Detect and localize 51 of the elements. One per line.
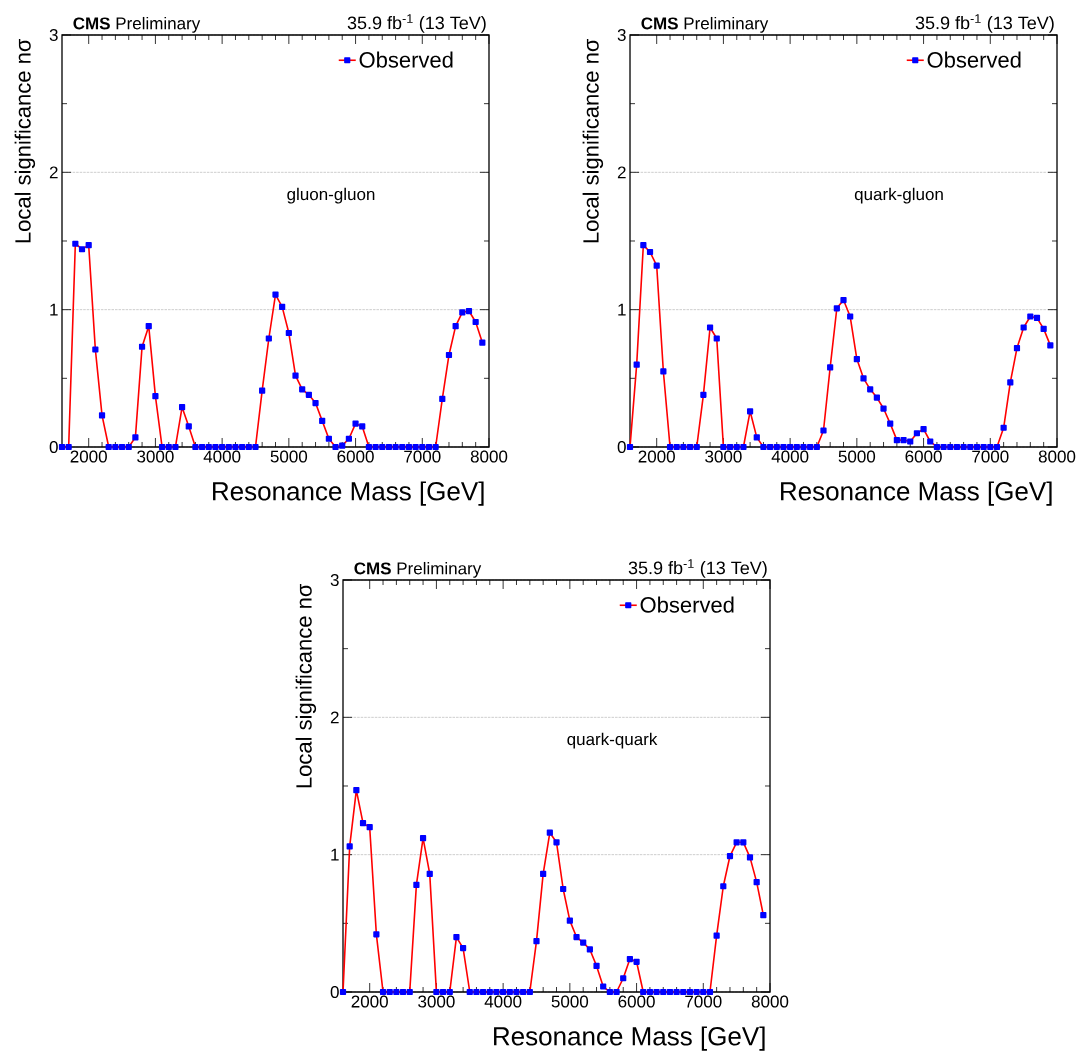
x-tick-label: 6000 [337,450,374,463]
y-tick-label: 0 [49,440,58,454]
y-axis-title: Local significance nσ [295,583,317,788]
x-tick-label: 5000 [551,995,589,1008]
x-tick-label: 5000 [838,450,876,463]
chart-subtitle: 35.9 fb$^{-1}$ (13 TeV) [628,559,767,578]
legend-label: Observed [640,596,734,613]
chart-subtitle: 35.9 fb$^{-1}$ (13 TeV) [347,14,486,33]
annotation: quark-gluon [854,187,943,204]
legend-label: Observed [927,51,1021,68]
y-tick-label: 0 [617,440,626,454]
x-tick-label: 3000 [137,450,174,463]
x-axis-title: Resonance Mass [GeV] [213,481,484,506]
y-axis-title: Local significance nσ [582,38,604,243]
x-tick-label: 8000 [470,450,508,463]
y-tick-label: 1 [331,848,339,861]
x-tick-label: 4000 [484,995,522,1008]
y-tick-label: 2 [49,166,58,179]
y-tick-label: 3 [49,28,58,42]
y-axis-title: Local significance nσ [14,38,36,243]
x-tick-label: 3000 [705,450,742,463]
x-axis-title: Resonance Mass [GeV] [494,1026,765,1051]
x-tick-label: 7000 [972,450,1009,463]
x-tick-label: 4000 [771,450,809,463]
x-tick-label: 7000 [685,995,722,1008]
x-axis-title: Resonance Mass [GeV] [781,481,1052,506]
legend-label: Observed [359,51,453,68]
y-tick-label: 3 [617,28,626,42]
y-tick-label: 2 [617,166,626,179]
x-tick-label: 6000 [618,995,655,1008]
x-tick-label: 2000 [70,450,107,463]
x-tick-label: 5000 [270,450,308,463]
x-tick-label: 8000 [751,995,789,1008]
x-tick-label: 4000 [203,450,241,463]
chart-subtitle: 35.9 fb$^{-1}$ (13 TeV) [915,14,1054,33]
annotation: gluon-gluon [287,187,375,204]
x-tick-label: 8000 [1038,450,1076,463]
chart-title: CMS Preliminary [354,561,482,578]
x-tick-label: 7000 [404,450,441,463]
chart-title: CMS Preliminary [73,16,201,33]
y-tick-label: 3 [330,573,339,587]
x-tick-label: 6000 [905,450,942,463]
x-tick-label: 2000 [351,995,388,1008]
y-tick-label: 2 [330,711,339,724]
annotation: quark-quark [567,732,658,749]
y-tick-label: 1 [618,303,626,316]
y-tick-label: 0 [330,985,339,999]
chart-title: CMS Preliminary [641,16,769,33]
x-tick-label: 3000 [418,995,455,1008]
x-tick-label: 2000 [638,450,675,463]
y-tick-label: 1 [50,303,58,316]
